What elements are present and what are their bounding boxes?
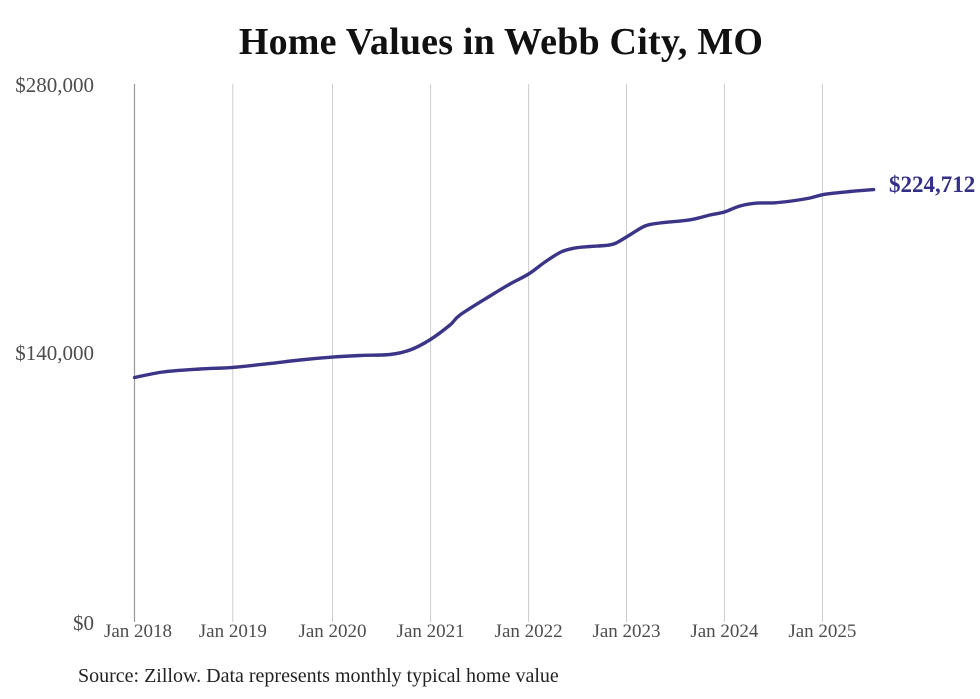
svg-text:Jan 2023: Jan 2023 [592,621,660,642]
svg-text:Jan 2019: Jan 2019 [199,621,267,642]
svg-text:Jan 2021: Jan 2021 [397,621,465,642]
svg-text:$0: $0 [73,611,94,635]
svg-text:$280,000: $280,000 [15,73,94,97]
svg-text:Jan 2018: Jan 2018 [104,621,172,642]
svg-text:Jan 2022: Jan 2022 [495,621,563,642]
svg-text:$224,712: $224,712 [889,172,975,197]
svg-text:$140,000: $140,000 [15,341,94,365]
svg-text:Jan 2024: Jan 2024 [690,621,759,642]
svg-text:Jan 2020: Jan 2020 [298,621,366,642]
svg-text:Jan 2025: Jan 2025 [788,621,856,642]
